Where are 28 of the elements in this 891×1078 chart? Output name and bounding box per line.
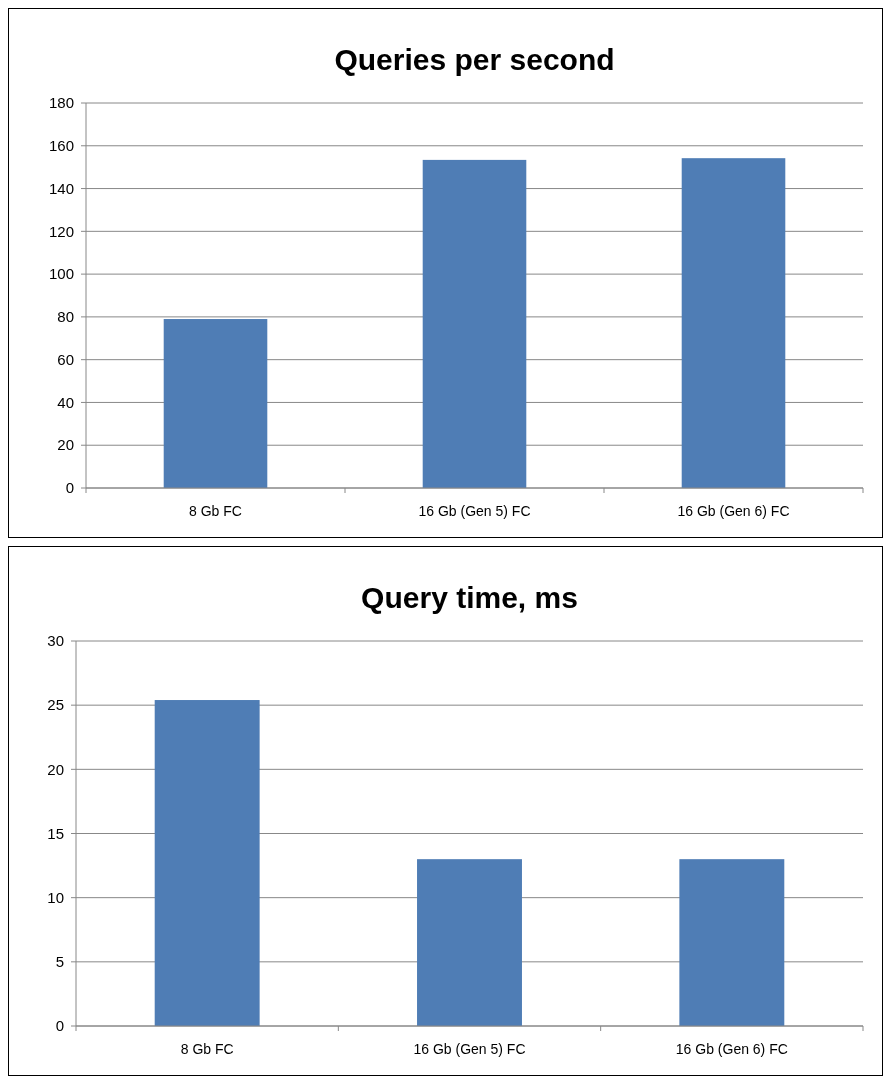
y-tick-label: 120	[48, 222, 74, 240]
bar	[163, 319, 268, 488]
y-tick-label: 180	[48, 94, 74, 112]
y-tick-label: 60	[57, 350, 74, 368]
y-tick-label: 0	[55, 1017, 64, 1035]
bar	[681, 158, 786, 488]
y-tick-label: 80	[57, 308, 74, 326]
y-tick-label: 5	[55, 953, 64, 971]
y-tick-label: 20	[57, 436, 74, 454]
y-tick-label: 0	[65, 479, 74, 497]
y-tick-label: 20	[47, 760, 64, 778]
x-tick-label: 16 Gb (Gen 5) FC	[418, 503, 531, 519]
y-tick-label: 140	[48, 179, 74, 197]
y-tick-label: 40	[57, 393, 74, 411]
x-tick-label: 8 Gb FC	[180, 1041, 234, 1057]
y-tick-label: 10	[47, 888, 64, 906]
y-tick-label: 15	[47, 824, 64, 842]
chart-title: Query time, ms	[361, 581, 578, 614]
y-tick-label: 25	[47, 696, 64, 714]
x-tick-label: 16 Gb (Gen 5) FC	[413, 1041, 526, 1057]
chart-title: Queries per second	[334, 43, 615, 76]
x-tick-label: 16 Gb (Gen 6) FC	[675, 1041, 788, 1057]
bar	[422, 159, 527, 488]
x-tick-label: 8 Gb FC	[189, 503, 242, 519]
y-tick-label: 100	[48, 265, 74, 283]
y-tick-label: 160	[48, 137, 74, 155]
x-tick-label: 16 Gb (Gen 6) FC	[677, 503, 790, 519]
y-tick-label: 30	[47, 632, 64, 650]
